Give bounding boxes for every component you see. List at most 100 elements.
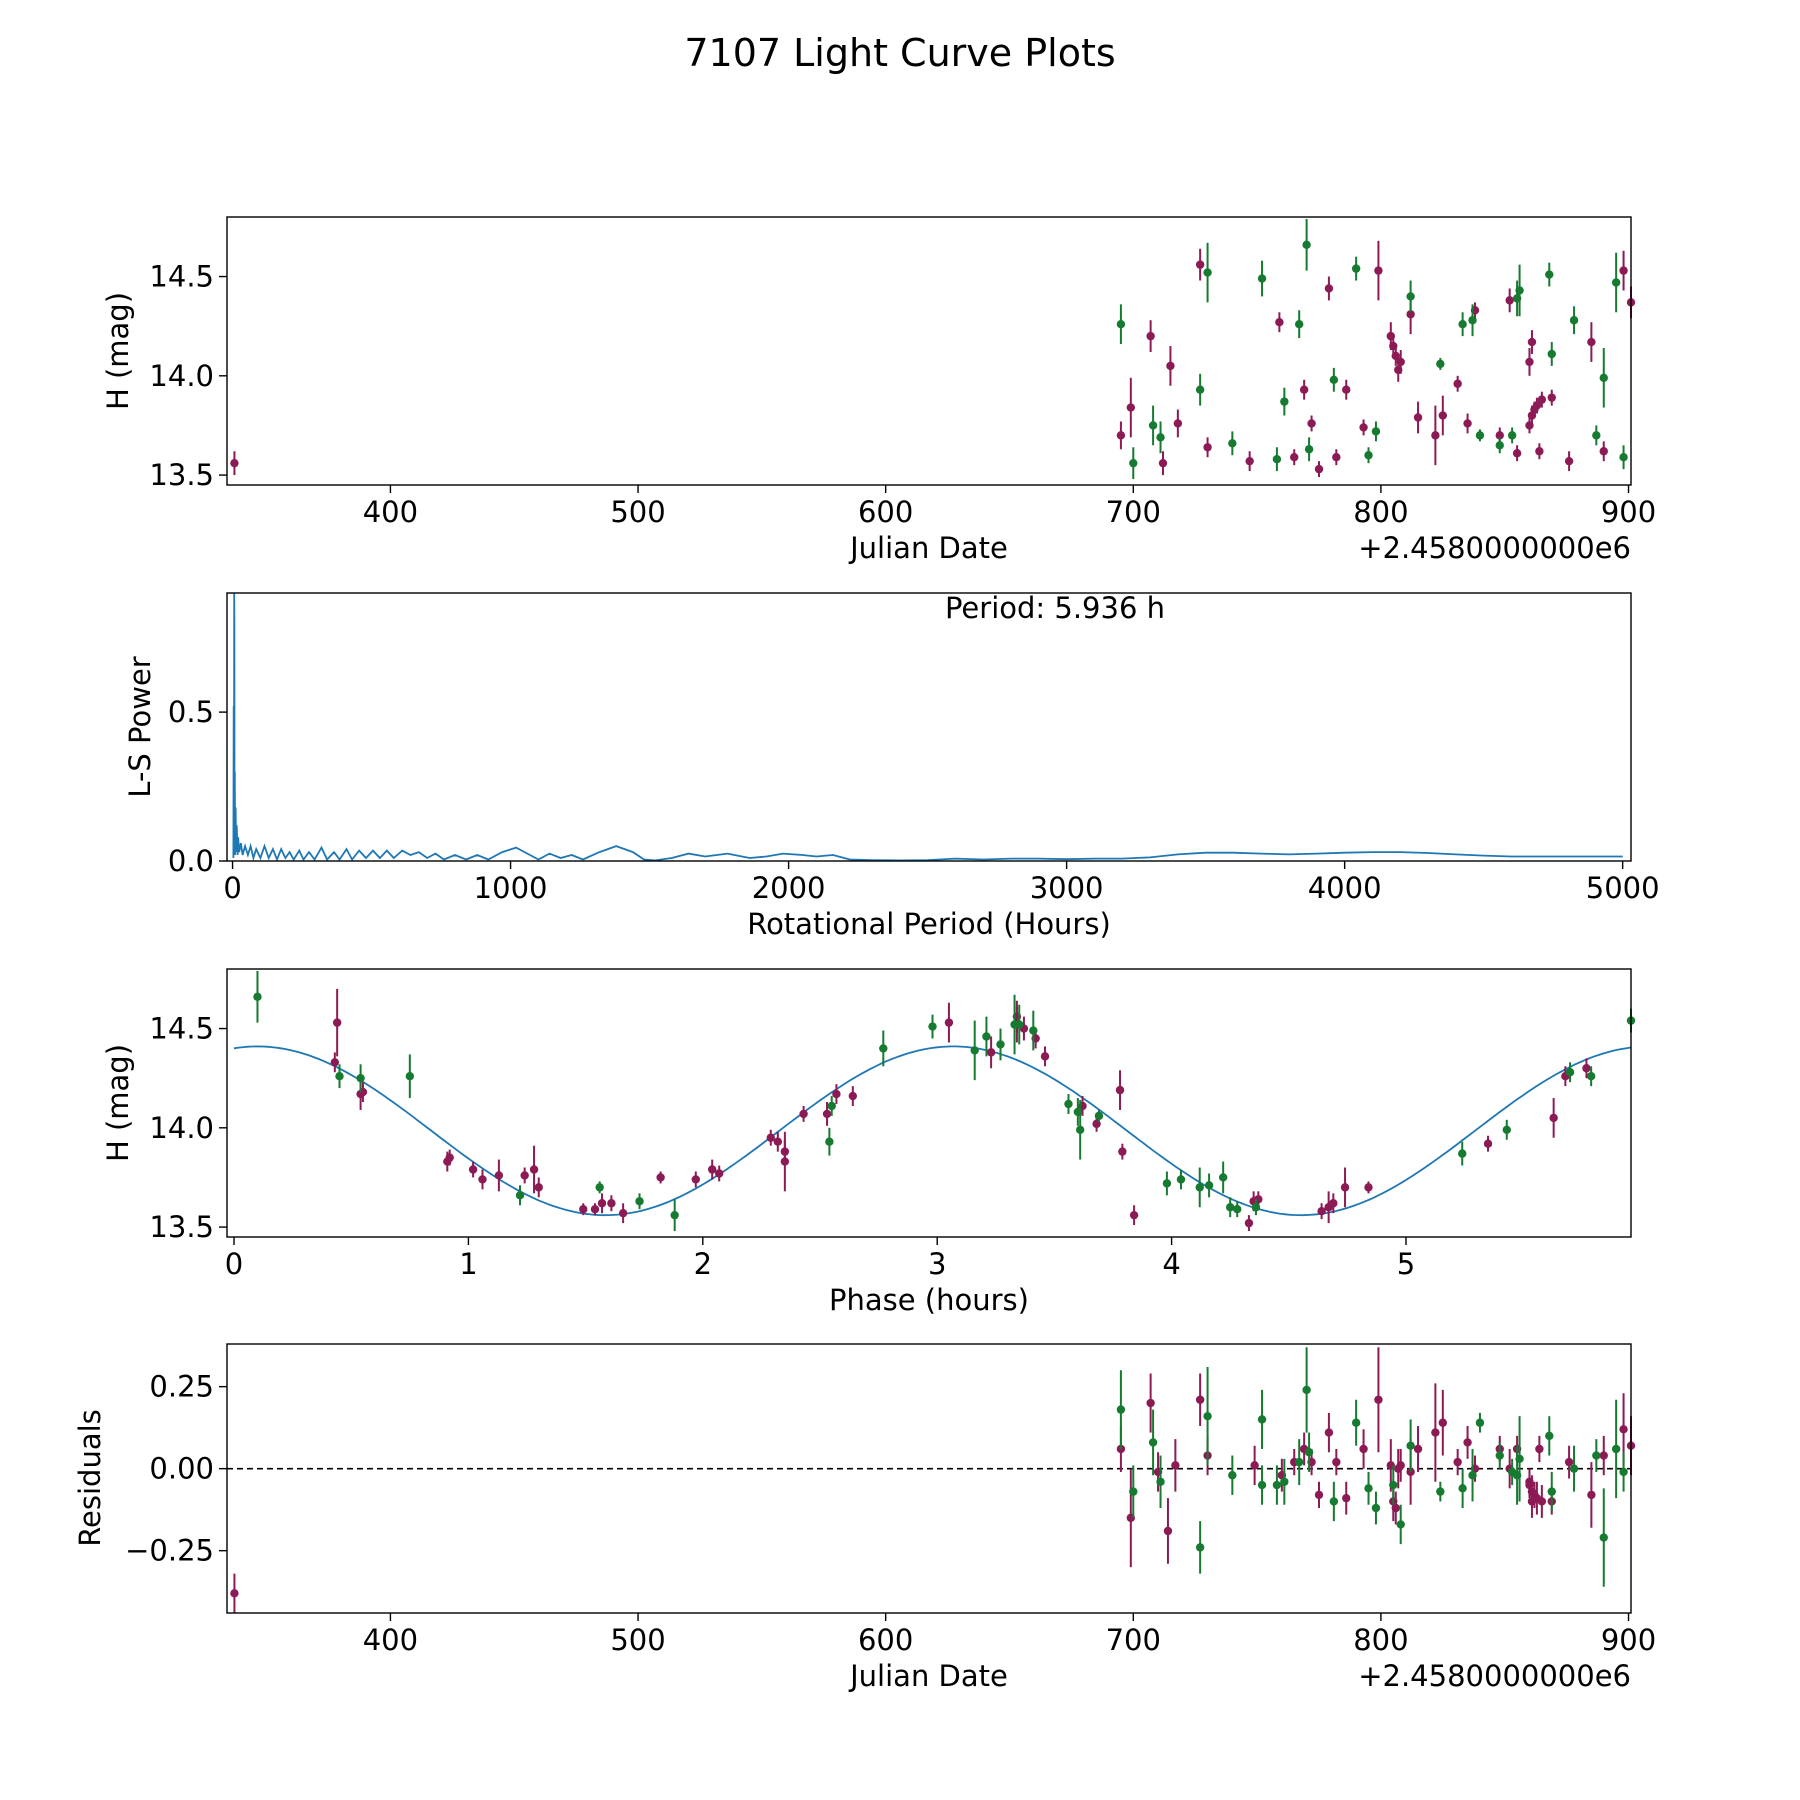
residuals-offset-label: +2.4580000000e6 [1358, 1659, 1631, 1693]
lightcurve-point-maroon [1374, 266, 1383, 275]
phased-point-green [1195, 1183, 1204, 1192]
lightcurve-point-green [1304, 445, 1314, 454]
phased-point-green [1075, 1125, 1085, 1135]
lightcurve-point-maroon [1307, 419, 1316, 428]
lightcurve-point-maroon [1126, 403, 1136, 412]
phased-point-maroon [1582, 1064, 1591, 1073]
phased-axes-frame [226, 968, 1632, 1238]
lightcurve-point-maroon [1453, 379, 1462, 388]
lightcurve-x-tick-label: 500 [610, 495, 665, 529]
residuals-point-green [1304, 1448, 1314, 1457]
lightcurve-x-tick-label: 600 [858, 495, 913, 529]
phased-point-green [356, 1073, 365, 1083]
phased-point-maroon [799, 1109, 808, 1119]
phased-point-maroon [478, 1175, 487, 1184]
phased-point-green [1015, 1020, 1024, 1029]
phased-points [253, 970, 1636, 1232]
phased-point-maroon [1549, 1113, 1558, 1123]
lightcurve-point-maroon [1245, 456, 1254, 466]
lightcurve-point-green [1195, 385, 1205, 394]
lightcurve-point-maroon [230, 458, 239, 468]
phased-point-maroon [780, 1157, 790, 1166]
phased-point-green [825, 1137, 834, 1146]
phased-point-maroon [494, 1171, 504, 1180]
residuals-point-green [1389, 1480, 1398, 1490]
lightcurve-point-maroon [1290, 453, 1299, 462]
lightcurve-point-maroon [1203, 443, 1212, 452]
residuals-point-green [1569, 1464, 1579, 1473]
phased-y-label: H (mag) [101, 1044, 135, 1162]
lightcurve-point-green [1272, 454, 1282, 464]
lightcurve-point-green [1280, 397, 1289, 406]
phased-point-green [253, 992, 262, 1001]
lightcurve-point-green [1351, 264, 1361, 273]
lightcurve-point-green [1599, 373, 1608, 382]
phased-point-green [982, 1032, 991, 1041]
phased-x-ticks: 0 1 2 3 4 5 [225, 1237, 1415, 1281]
phased-point-maroon [1244, 1218, 1254, 1228]
phased-x-tick-label: 2 [694, 1247, 712, 1281]
residuals-point-green [1129, 1487, 1138, 1496]
phased-point-maroon [1317, 1206, 1326, 1216]
panel-lightcurve: 400 500 600 700 800 900 13.5 14.0 14.5 Julian D… [101, 216, 1656, 565]
lightcurve-point-maroon [1413, 413, 1423, 422]
phased-point-green [996, 1040, 1005, 1049]
lightcurve-point-green [1515, 286, 1524, 295]
lightcurve-point-maroon [1158, 458, 1168, 468]
lightcurve-point-green [1364, 451, 1373, 460]
residuals-point-green [1329, 1497, 1339, 1506]
lightcurve-y-ticks: 13.5 14.0 14.5 [149, 260, 227, 492]
residuals-point-green [1436, 1487, 1445, 1496]
lightcurve-point-maroon [1324, 284, 1334, 293]
residuals-point-maroon [1619, 1425, 1628, 1434]
lightcurve-y-label: H (mag) [101, 292, 135, 410]
phased-point-green [970, 1046, 979, 1055]
periodogram-x-ticks: 0 1000 2000 3000 4000 5000 [223, 861, 1660, 905]
residuals-x-tick-label: 500 [610, 1623, 665, 1657]
lightcurve-y-tick-label: 13.5 [149, 458, 214, 492]
residuals-point-green [1156, 1477, 1165, 1486]
lightcurve-point-green [1495, 441, 1504, 450]
phased-point-maroon [944, 1018, 954, 1027]
lightcurve-point-maroon [1535, 447, 1544, 456]
lightcurve-point-maroon [1146, 331, 1155, 341]
phased-x-label: Phase (hours) [829, 1283, 1029, 1317]
periodogram-y-ticks: 0.0 0.5 [168, 695, 227, 878]
periodogram-line [232, 592, 1623, 862]
phased-point-green [595, 1183, 604, 1192]
residuals-point-green [1592, 1451, 1601, 1460]
phased-point-maroon [715, 1169, 724, 1178]
residuals-y-ticks: −0.25 0.00 0.25 [125, 1370, 227, 1568]
phased-point-green [1565, 1068, 1575, 1077]
residuals-point-maroon [1564, 1457, 1574, 1467]
lightcurve-point-maroon [1431, 431, 1440, 440]
phased-point-maroon [330, 1058, 340, 1067]
lightcurve-point-green [1545, 270, 1554, 279]
lightcurve-offset-label: +2.4580000000e6 [1358, 531, 1631, 565]
phased-point-maroon [773, 1137, 783, 1146]
phased-point-maroon [597, 1199, 607, 1208]
periodogram-x-tick-label: 1000 [474, 871, 548, 905]
phased-point-maroon [468, 1165, 478, 1174]
residuals-point-green [1406, 1441, 1415, 1450]
residuals-point-maroon [1391, 1503, 1400, 1513]
phased-point-green [1251, 1203, 1261, 1212]
lightcurve-point-maroon [1299, 385, 1309, 394]
residuals-point-green [1475, 1418, 1485, 1427]
lightcurve-point-maroon [1396, 357, 1405, 367]
lightcurve-point-green [1436, 359, 1445, 369]
lightcurve-point-green [1468, 316, 1477, 325]
phased-point-green [405, 1072, 415, 1081]
lightcurve-point-maroon [1564, 456, 1574, 466]
phased-point-maroon [1364, 1183, 1373, 1192]
residuals-point-green [1351, 1418, 1361, 1427]
periodogram-axes-frame [226, 592, 1632, 862]
lightcurve-point-green [1592, 431, 1601, 440]
periodogram-y-tick-label: 0.5 [168, 695, 214, 729]
periodogram-y-label: L-S Power [123, 656, 157, 797]
phased-point-green [1029, 1026, 1038, 1035]
lightcurve-point-maroon [1438, 411, 1448, 420]
periodogram-x-tick-label: 5000 [1586, 871, 1660, 905]
lightcurve-x-tick-label: 400 [363, 495, 418, 529]
phased-fit-line [233, 1045, 1632, 1217]
